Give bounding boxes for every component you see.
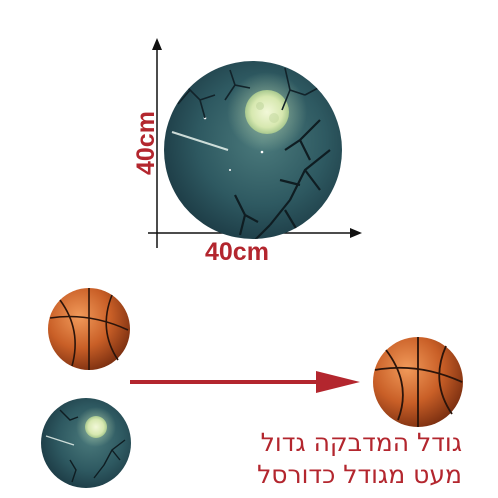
arrow-right-icon <box>130 371 360 393</box>
caption-line-1: גודל המדבקה גדול <box>260 428 462 457</box>
moon-sticker-large <box>164 61 342 239</box>
height-dimension-label: 40cm <box>132 111 160 175</box>
basketball-icon <box>48 288 130 370</box>
basketball-large-icon <box>373 337 463 427</box>
moon-sticker-small <box>41 398 131 488</box>
caption-line-2: מעט מגודל כדורסל <box>257 460 462 489</box>
width-dimension-label: 40cm <box>205 238 269 266</box>
